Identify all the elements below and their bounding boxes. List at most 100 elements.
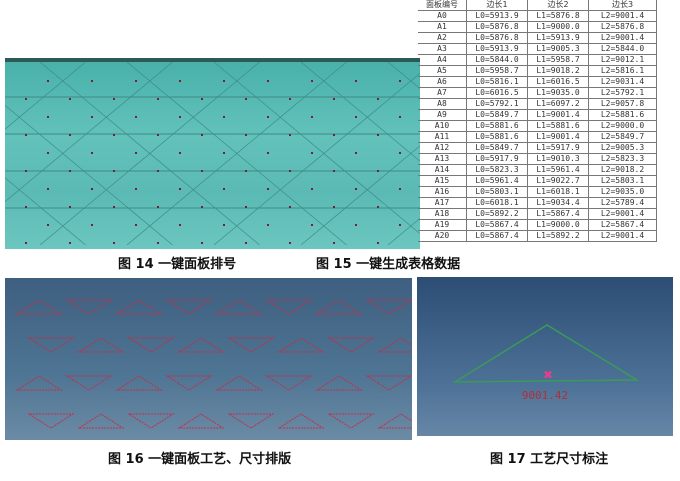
panel-marker [179,116,181,118]
column-header: 面板编号 [418,0,467,11]
table-cell: L0=5913.9 [466,10,528,22]
panel-edge [126,62,347,245]
triangle-panel [15,375,63,391]
table-cell: L2=9031.4 [588,76,657,88]
table-cell: L1=5958.7 [527,54,589,66]
panel-marker [355,224,357,226]
panel-edge [5,62,86,130]
table-cell: L0=5876.8 [466,21,528,33]
panel-marker [289,242,291,244]
table-row: A16 L0=5803.1 L1=6018.1 L2=9035.0 [418,186,657,198]
table-cell: L1=6018.1 [527,186,589,198]
table-cell: L0=6016.5 [466,87,528,99]
panel-marker [399,152,401,154]
panel-marker [223,152,225,154]
panel-marker [333,98,335,100]
table-row: A14 L0=5823.3 L1=5961.4 L2=9018.2 [418,164,657,176]
table-cell: L2=5803.1 [588,175,657,187]
table-cell: L1=9035.0 [527,87,589,99]
table-cell: A17 [418,197,467,209]
triangle-panel-outline [452,324,640,383]
table-cell: A18 [418,208,467,220]
panel-marker [25,98,27,100]
panel-marker [91,80,93,82]
panel-marker [179,224,181,226]
column-header: 边长1 [466,0,528,11]
table-cell: A1 [418,21,467,33]
panel-marker [201,134,203,136]
panel-marker [245,170,247,172]
panel-marker [201,242,203,244]
table-row: A18 L0=5892.2 L1=5867.4 L2=9001.4 [418,208,657,220]
panel-edge [5,104,173,245]
panel-marker [91,188,93,190]
table-row: A8 L0=5792.1 L1=6097.2 L2=9057.8 [418,98,657,110]
panel-marker [377,170,379,172]
triangle-panel [177,413,225,429]
table-cell: L0=5849.7 [466,142,528,154]
table-cell: L2=9005.3 [588,142,657,154]
panel-marker [333,242,335,244]
panel-marker [179,152,181,154]
panel-marker [355,80,357,82]
triangle-panel [277,337,325,353]
table-cell: L1=5876.8 [527,10,589,22]
panel-marker [157,134,159,136]
table-cell: L1=6016.5 [527,76,589,88]
table-header-row: 面板编号 边长1 边长2 边长3 [418,0,657,11]
panel-marker [25,170,27,172]
figure-17-dimension-annotation-image: 9001.42 ✖ [417,277,673,436]
panel-marker [69,98,71,100]
panel-marker [355,188,357,190]
panel-marker [113,206,115,208]
triangle-panel [277,413,325,429]
panel-edge [5,177,86,245]
table-cell: L2=5789.4 [588,197,657,209]
panel-marker [399,188,401,190]
table-cell: L0=5961.4 [466,175,528,187]
table-cell: A12 [418,142,467,154]
triangle-panel [227,337,275,353]
panel-marker [157,98,159,100]
table-cell: L0=6018.1 [466,197,528,209]
table-cell: L1=6097.2 [527,98,589,110]
panel-marker [113,242,115,244]
panel-marker [223,224,225,226]
panel-marker [157,206,159,208]
table-cell: L2=9057.8 [588,98,657,110]
triangle-panel [115,299,163,315]
table-cell: A13 [418,153,467,165]
table-cell: L0=5844.0 [466,54,528,66]
table-cell: L2=5849.7 [588,131,657,143]
panel-marker [245,134,247,136]
panel-marker [355,116,357,118]
panel-marker [91,116,93,118]
table-cell: L0=5958.7 [466,65,528,77]
triangle-panel [127,337,175,353]
table-cell: L0=5867.4 [466,219,528,231]
panel-marker [25,206,27,208]
panel-marker [91,224,93,226]
table-cell: L2=9001.4 [588,10,657,22]
table-row: A7 L0=6016.5 L1=9035.0 L2=5792.1 [418,87,657,99]
table-row: A12 L0=5849.7 L1=5917.9 L2=9005.3 [418,142,657,154]
table-cell: A11 [418,131,467,143]
panel-marker [47,80,49,82]
panel-marker [157,242,159,244]
table-cell: A7 [418,87,467,99]
triangle-panel [227,413,275,429]
table-cell: L1=5881.6 [527,120,589,132]
table-cell: L2=5876.8 [588,21,657,33]
panel-marker [91,152,93,154]
panel-marker [377,206,379,208]
table-row: A19 L0=5867.4 L1=9000.0 L2=5867.4 [418,219,657,231]
panel-edge [5,62,173,203]
panel-marker [223,80,225,82]
table-cell: L0=5917.9 [466,153,528,165]
panel-marker [135,116,137,118]
panel-marker [135,224,137,226]
panel-marker [267,152,269,154]
panel-marker [25,242,27,244]
panel-edge [213,62,420,235]
column-header: 边长2 [527,0,589,11]
